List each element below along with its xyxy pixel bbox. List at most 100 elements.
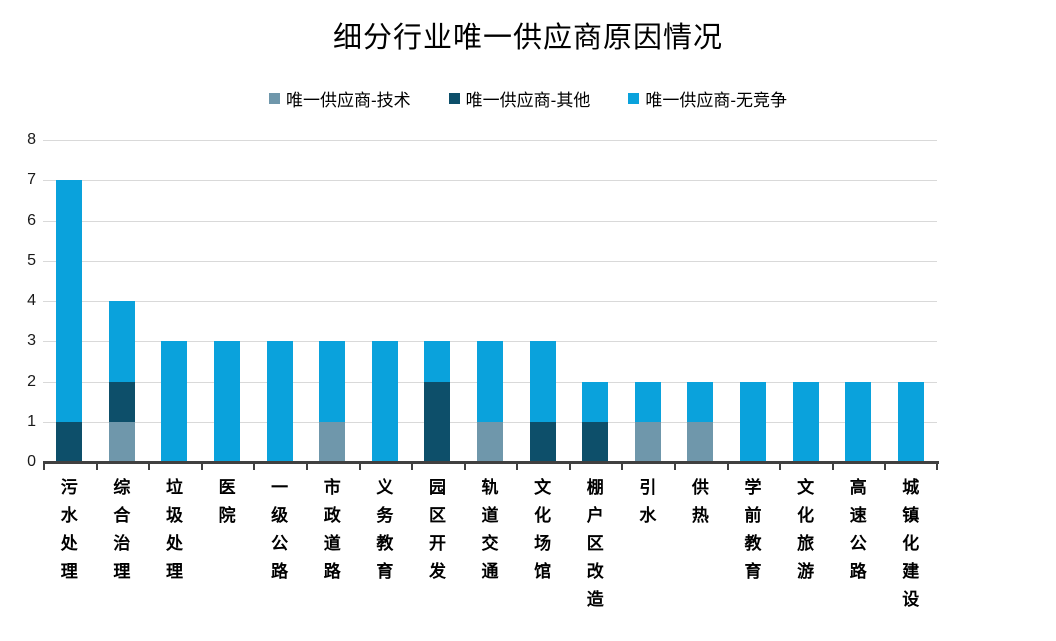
x-axis-tick <box>358 464 361 470</box>
x-axis-tick <box>463 464 466 470</box>
x-category-label: 城镇化建设 <box>902 478 920 609</box>
x-axis-tick <box>305 464 308 470</box>
y-tick-label: 8 <box>27 131 36 148</box>
x-label-cell: 高速公路 <box>832 474 885 614</box>
x-axis-tick <box>568 464 571 470</box>
y-tick-label: 2 <box>27 372 36 390</box>
x-axis-tick <box>411 464 414 470</box>
x-label-cell: 综合治理 <box>96 474 149 614</box>
x-label-cell: 棚户区改造 <box>569 474 622 614</box>
bar-segment <box>424 341 451 382</box>
x-category-label: 污水处理 <box>60 478 78 581</box>
x-label-cell: 一级公路 <box>253 474 306 614</box>
x-axis-tick <box>674 464 677 470</box>
x-category-label: 棚户区改造 <box>586 478 604 609</box>
legend-item: 唯一供应商-其他 <box>448 86 591 111</box>
x-axis-tick <box>726 464 729 470</box>
bar-segment <box>424 381 451 462</box>
plot-area <box>43 140 937 462</box>
x-axis-tick <box>936 464 938 470</box>
bar-segment <box>792 381 819 462</box>
legend-label: 唯一供应商-其他 <box>465 91 591 110</box>
bar-segment <box>529 341 556 422</box>
bar-segment <box>477 341 503 422</box>
bar-segment <box>845 381 872 462</box>
bar-segment <box>214 341 241 462</box>
legend-swatch-icon <box>448 93 460 104</box>
x-label-cell: 医院 <box>201 474 254 614</box>
bar-segment <box>56 180 83 422</box>
legend-item: 唯一供应商-无竞争 <box>628 86 787 111</box>
x-axis-tick <box>43 464 45 470</box>
bar-segment <box>266 341 293 462</box>
chart-title: 细分行业唯一供应商原因情况 <box>332 22 723 54</box>
y-tick-label: 5 <box>27 251 36 269</box>
legend-swatch-icon <box>628 93 640 104</box>
gridline <box>43 180 937 182</box>
legend-item: 唯一供应商-技术 <box>268 86 411 111</box>
gridline <box>43 301 937 302</box>
bar-segment <box>634 381 661 422</box>
bar-segment <box>529 421 556 462</box>
bar-segment <box>319 421 346 462</box>
y-tick-label: 7 <box>27 171 36 189</box>
bar-segment <box>108 381 135 422</box>
x-axis-line <box>43 461 939 464</box>
x-axis-tick <box>148 464 151 470</box>
bar-segment <box>582 421 609 462</box>
x-label-cell: 义务教育 <box>359 474 412 614</box>
x-label-cell: 文化场馆 <box>516 474 569 614</box>
x-category-label: 综合治理 <box>113 478 131 581</box>
x-category-label: 供热 <box>691 478 709 525</box>
x-label-cell: 引水 <box>622 474 675 614</box>
bar-segment <box>319 341 346 422</box>
x-category-label: 引水 <box>639 478 657 525</box>
x-label-cell: 园区开发 <box>411 474 464 614</box>
x-category-label: 文化场馆 <box>534 478 552 581</box>
x-label-cell: 供热 <box>674 474 727 614</box>
legend-swatch-icon <box>268 93 280 104</box>
x-category-label: 垃圾处理 <box>165 478 183 581</box>
legend-label: 唯一供应商-无竞争 <box>645 91 787 110</box>
x-axis-tick <box>200 464 203 470</box>
x-category-label: 轨道交通 <box>481 478 499 581</box>
bar-segment <box>161 341 188 462</box>
bar-segment <box>582 381 609 422</box>
x-axis-tick <box>831 464 834 470</box>
bar-segment <box>108 421 135 462</box>
x-category-label: 园区开发 <box>428 478 446 581</box>
bar-segment <box>56 421 83 462</box>
gridline <box>43 260 937 262</box>
x-label-cell: 市政道路 <box>306 474 359 614</box>
x-axis-tick <box>621 464 624 470</box>
x-category-label: 高速公路 <box>849 478 867 581</box>
bar-segment <box>477 421 503 462</box>
y-tick-label: 0 <box>27 453 36 470</box>
legend: 唯一供应商-技术 唯一供应商-其他 唯一供应商-无竞争 <box>0 86 1056 111</box>
x-category-label: 医院 <box>218 478 236 525</box>
x-label-cell: 轨道交通 <box>464 474 517 614</box>
x-axis-labels: 污水处理 综合治理 垃圾处理 医院 一级公路 市政道路 义务教育 园区开发 轨道交通 文化场馆 棚户… <box>43 474 937 614</box>
y-tick-label: 1 <box>27 412 36 430</box>
x-category-label: 义务教育 <box>376 478 394 581</box>
y-tick-label: 4 <box>27 292 36 309</box>
legend-label: 唯一供应商-技术 <box>285 91 411 110</box>
x-label-cell: 城镇化建设 <box>885 474 938 614</box>
x-label-cell: 学前教育 <box>727 474 780 614</box>
x-category-label: 一级公路 <box>271 478 289 581</box>
x-category-label: 学前教育 <box>744 478 762 581</box>
x-axis-tick <box>95 464 98 470</box>
x-axis-tick <box>253 464 256 470</box>
bar-segment <box>687 421 714 462</box>
x-label-cell: 垃圾处理 <box>148 474 201 614</box>
gridline <box>43 220 937 222</box>
bar-segment <box>739 381 766 462</box>
bar-segment <box>897 381 924 462</box>
x-axis-tick <box>884 464 887 470</box>
gridline <box>43 140 937 141</box>
x-label-cell: 污水处理 <box>43 474 96 614</box>
y-tick-label: 6 <box>27 211 36 229</box>
bar-segment <box>371 341 398 462</box>
bar-segment <box>108 301 135 382</box>
